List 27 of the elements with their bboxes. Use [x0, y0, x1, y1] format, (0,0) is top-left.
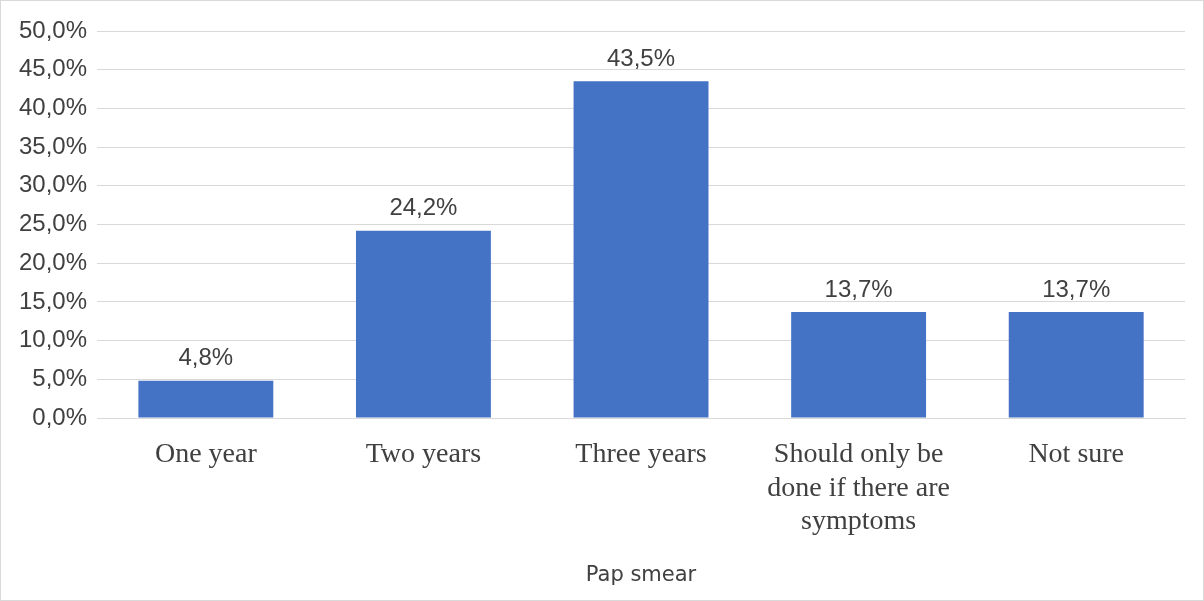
- data-label: 4,8%: [178, 343, 234, 371]
- y-tick-label: 5,0%: [32, 363, 88, 391]
- y-tick-label: 10,0%: [18, 325, 88, 353]
- bar: [355, 230, 491, 418]
- bar: [138, 380, 274, 418]
- y-tick-label: 35,0%: [18, 131, 88, 159]
- x-tick-label: Should only be done if there are symptoms: [767, 437, 950, 536]
- y-tick-label: 25,0%: [18, 209, 88, 237]
- y-tick-label: 50,0%: [18, 15, 88, 43]
- y-tick-label: 20,0%: [18, 247, 88, 275]
- x-tick-label: Two years: [365, 437, 482, 469]
- x-tick-label: Three years: [575, 437, 707, 469]
- y-tick-label: 15,0%: [18, 286, 88, 314]
- y-tick-label: 0,0%: [32, 402, 88, 430]
- x-axis-title: Pap smear: [585, 561, 697, 586]
- x-tick-label: One year: [154, 437, 258, 469]
- data-label: 24,2%: [389, 193, 458, 221]
- data-label: 43,5%: [606, 43, 676, 71]
- data-label: 13,7%: [824, 274, 893, 302]
- data-label: 13,7%: [1042, 274, 1111, 302]
- y-tick-label: 45,0%: [18, 54, 88, 82]
- x-tick-label: Not sure: [1028, 437, 1125, 469]
- bar: [791, 311, 927, 418]
- y-tick-label: 40,0%: [18, 93, 88, 121]
- bar: [573, 81, 709, 418]
- y-tick-label: 30,0%: [18, 170, 88, 198]
- bar: [1008, 311, 1144, 418]
